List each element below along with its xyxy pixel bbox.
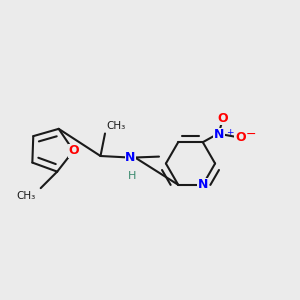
Text: N: N	[214, 128, 224, 141]
Text: H: H	[128, 171, 136, 181]
Text: O: O	[235, 130, 246, 144]
Text: +: +	[226, 128, 233, 137]
Text: O: O	[68, 144, 79, 157]
Text: N: N	[125, 151, 136, 164]
Text: CH₃: CH₃	[106, 121, 125, 130]
Text: O: O	[217, 112, 228, 125]
Text: −: −	[246, 128, 256, 141]
Text: N: N	[198, 178, 208, 191]
Text: CH₃: CH₃	[16, 191, 35, 201]
